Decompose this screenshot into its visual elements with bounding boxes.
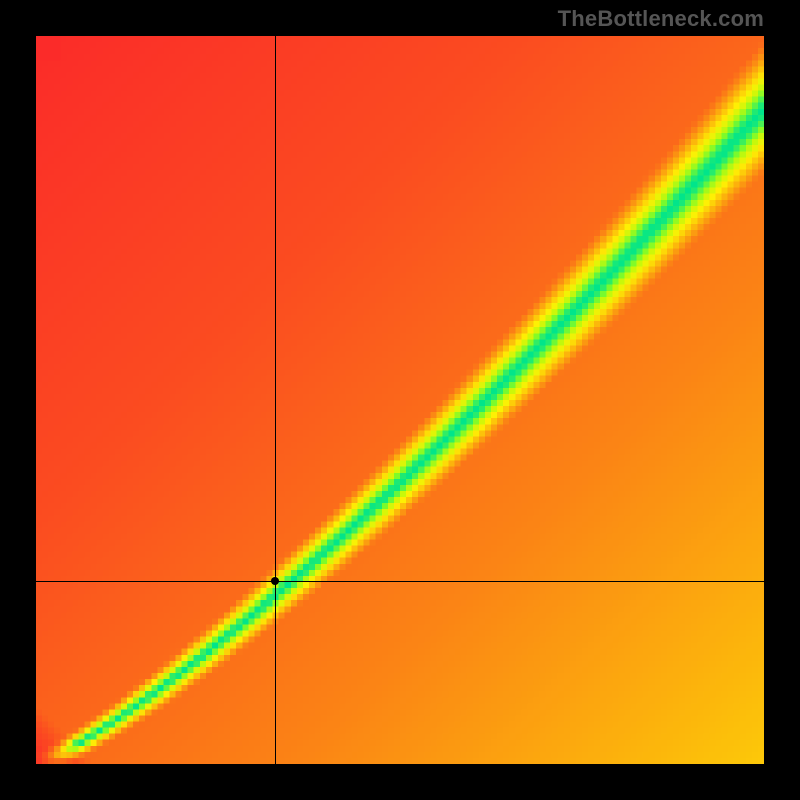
heatmap-canvas (36, 36, 764, 764)
watermark-text: TheBottleneck.com (558, 6, 764, 32)
marker-dot (271, 577, 279, 585)
figure-container: TheBottleneck.com (0, 0, 800, 800)
plot-area (36, 36, 764, 764)
crosshair-vertical (275, 36, 276, 764)
crosshair-horizontal (36, 581, 764, 582)
